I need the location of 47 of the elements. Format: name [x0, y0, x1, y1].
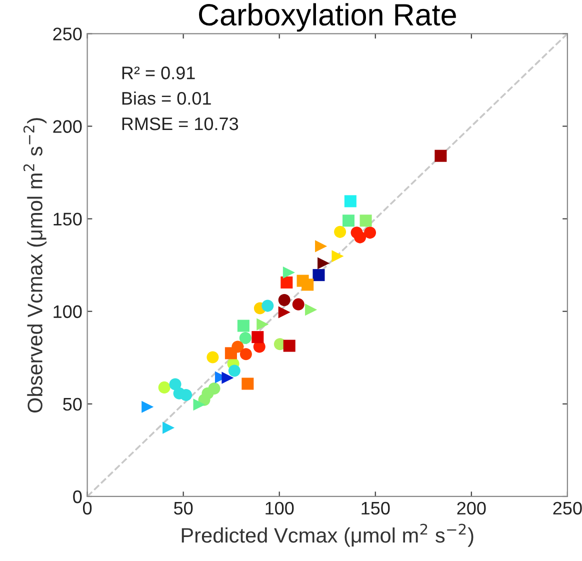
x-tick-label: 150 — [362, 502, 390, 515]
point — [256, 318, 269, 330]
point — [354, 231, 366, 244]
point — [228, 364, 240, 377]
point — [312, 269, 325, 282]
point — [142, 400, 154, 413]
point — [158, 381, 170, 394]
point — [334, 226, 346, 238]
point — [206, 351, 219, 364]
x-tick-label: 200 — [457, 502, 486, 515]
point — [434, 150, 447, 162]
annotation: RMSE = 10.73 — [122, 117, 238, 130]
point — [252, 331, 264, 344]
annotation: R² = 0.91 — [122, 66, 195, 80]
point — [283, 340, 296, 352]
point — [302, 278, 314, 291]
point — [332, 250, 344, 262]
y-tick-label: 100 — [54, 305, 82, 318]
y-axis-title: Observed Vcmax (μmol m$^{2}$ s$^{−2}$) — [23, 118, 47, 413]
x-tick-label: 100 — [266, 502, 294, 515]
x-axis-title: Predicted Vcmax (μmol m$^{2}$ s$^{−2}$) — [182, 524, 474, 547]
point — [162, 422, 175, 434]
point — [278, 294, 290, 306]
y-tick-label: 200 — [53, 120, 82, 133]
annotation: Bias = 0.01 — [122, 92, 211, 105]
y-tick-label: 150 — [54, 212, 82, 226]
y-tick-label: 50 — [63, 398, 82, 411]
point — [305, 304, 318, 316]
point — [169, 378, 182, 390]
point — [242, 378, 254, 390]
point — [222, 372, 234, 384]
point — [278, 306, 290, 318]
point — [292, 298, 304, 310]
point — [224, 347, 237, 360]
point — [280, 276, 293, 288]
x-tick-label: 0 — [82, 502, 92, 515]
point — [240, 348, 252, 360]
point — [364, 226, 376, 239]
point — [262, 300, 274, 312]
y-tick-label: 0 — [73, 490, 82, 504]
point — [344, 195, 356, 208]
x-tick-label: 50 — [174, 502, 193, 515]
x-tick-label: 250 — [553, 502, 582, 515]
chart-title: Carboxylation Rate — [199, 3, 456, 32]
point — [180, 389, 192, 402]
y-tick-label: 250 — [53, 28, 82, 40]
point — [318, 257, 330, 270]
